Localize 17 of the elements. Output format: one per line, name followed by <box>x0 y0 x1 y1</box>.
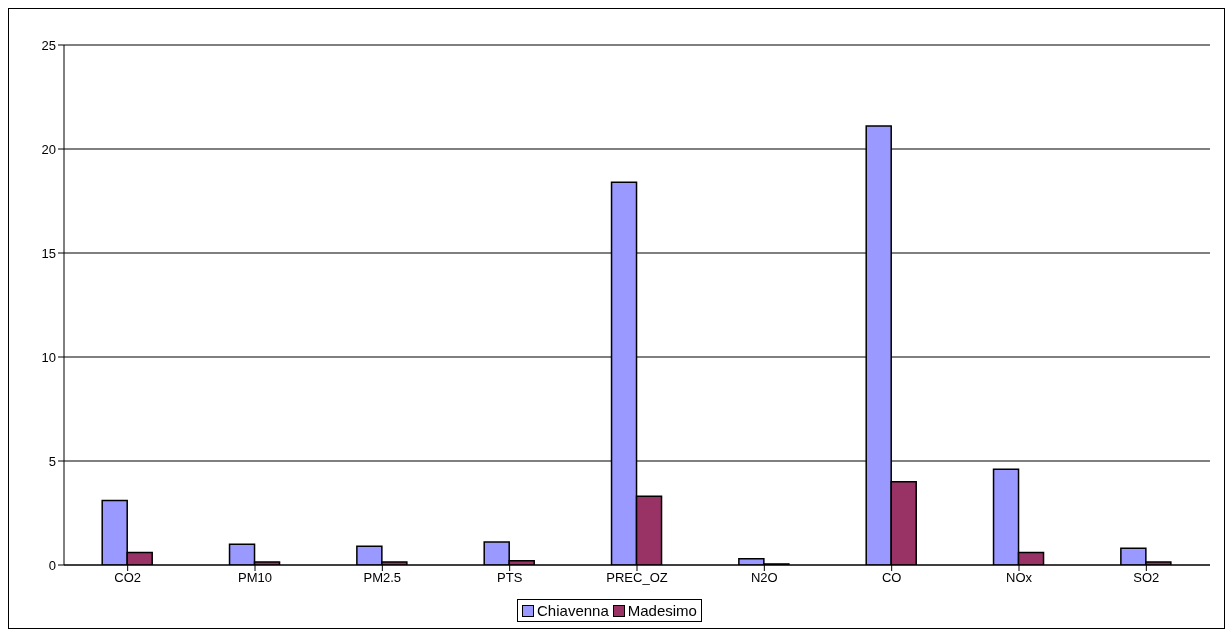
y-tick-label: 25 <box>41 37 56 53</box>
y-tick-label: 5 <box>48 453 56 469</box>
legend-label: Chiavenna <box>536 602 609 619</box>
x-tick-label: PM10 <box>238 570 272 586</box>
y-tick-label: 10 <box>41 349 56 365</box>
x-tick-label: N2O <box>750 570 778 586</box>
legend-label: Madesimo <box>626 602 697 619</box>
y-tick-label: 0 <box>48 557 56 573</box>
x-tick-label: CO <box>881 570 902 586</box>
x-tick-label: PREC_OZ <box>606 570 668 586</box>
x-tick-label: PTS <box>497 570 523 586</box>
y-tick-label: 15 <box>41 245 56 261</box>
x-tick-label: SO2 <box>1133 570 1160 586</box>
y-tick-label: 20 <box>41 141 56 157</box>
x-tick-label: CO2 <box>114 570 142 586</box>
x-tick-label: PM2.5 <box>363 570 402 586</box>
x-tick-label: NOx <box>1006 570 1033 586</box>
